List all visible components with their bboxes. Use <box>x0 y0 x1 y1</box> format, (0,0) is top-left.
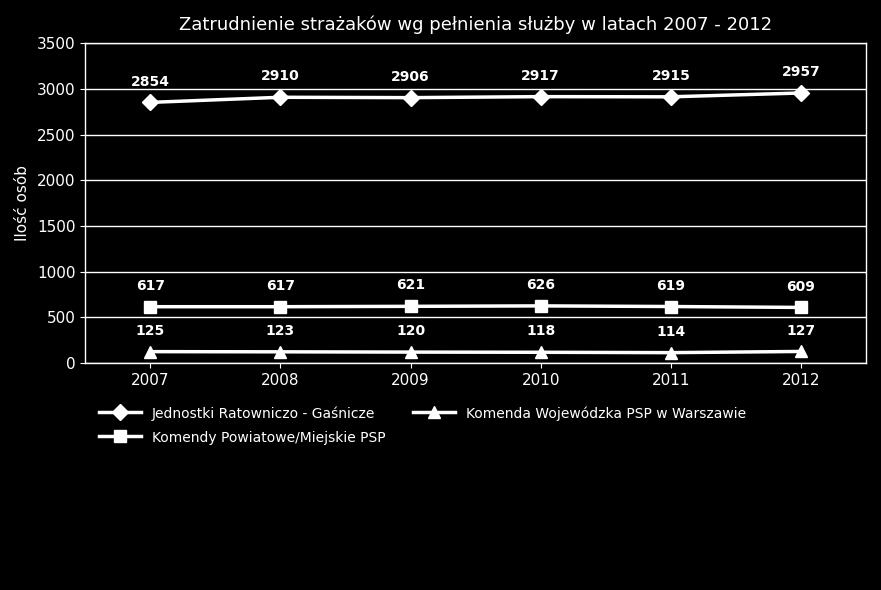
Text: 125: 125 <box>136 324 165 337</box>
Text: 127: 127 <box>787 323 816 337</box>
Text: 123: 123 <box>266 324 295 338</box>
Text: 617: 617 <box>266 279 295 293</box>
Y-axis label: Ilość osób: Ilość osób <box>15 165 30 241</box>
Jednostki Ratowniczo - Gaśnicze <box>665 93 676 100</box>
Komenda Wojewódzka PSP w Warszawie <box>665 349 676 356</box>
Komenda Wojewódzka PSP w Warszawie <box>275 348 285 355</box>
Line: Jednostki Ratowniczo - Gaśnicze: Jednostki Ratowniczo - Gaśnicze <box>144 87 806 108</box>
Komendy Powiatowe/Miejskie PSP <box>536 302 546 309</box>
Text: 2854: 2854 <box>131 74 170 88</box>
Jednostki Ratowniczo - Gaśnicze <box>536 93 546 100</box>
Text: 609: 609 <box>787 280 816 294</box>
Text: 114: 114 <box>656 324 685 339</box>
Text: 2957: 2957 <box>781 65 820 79</box>
Text: 617: 617 <box>136 279 165 293</box>
Text: 120: 120 <box>396 324 426 338</box>
Text: 2915: 2915 <box>651 69 690 83</box>
Komendy Powiatowe/Miejskie PSP <box>796 304 806 311</box>
Title: Zatrudnienie strażaków wg pełnienia służby w latach 2007 - 2012: Zatrudnienie strażaków wg pełnienia służ… <box>179 15 773 34</box>
Text: 626: 626 <box>526 278 555 292</box>
Komendy Powiatowe/Miejskie PSP <box>145 303 156 310</box>
Komendy Powiatowe/Miejskie PSP <box>275 303 285 310</box>
Text: 2917: 2917 <box>522 69 560 83</box>
Text: 2906: 2906 <box>391 70 430 84</box>
Komendy Powiatowe/Miejskie PSP <box>405 303 416 310</box>
Komendy Powiatowe/Miejskie PSP <box>665 303 676 310</box>
Line: Komenda Wojewódzka PSP w Warszawie: Komenda Wojewódzka PSP w Warszawie <box>144 345 807 359</box>
Text: 621: 621 <box>396 278 426 293</box>
Text: 619: 619 <box>656 278 685 293</box>
Text: 2910: 2910 <box>261 70 300 83</box>
Line: Komendy Powiatowe/Miejskie PSP: Komendy Powiatowe/Miejskie PSP <box>144 300 806 313</box>
Jednostki Ratowniczo - Gaśnicze <box>145 99 156 106</box>
Komenda Wojewódzka PSP w Warszawie <box>536 349 546 356</box>
Komenda Wojewódzka PSP w Warszawie <box>145 348 156 355</box>
Text: 118: 118 <box>526 324 555 339</box>
Jednostki Ratowniczo - Gaśnicze <box>275 94 285 101</box>
Komenda Wojewódzka PSP w Warszawie <box>405 349 416 356</box>
Jednostki Ratowniczo - Gaśnicze <box>405 94 416 101</box>
Legend: Jednostki Ratowniczo - Gaśnicze, Komendy Powiatowe/Miejskie PSP, Komenda Wojewód: Jednostki Ratowniczo - Gaśnicze, Komendy… <box>93 399 753 452</box>
Jednostki Ratowniczo - Gaśnicze <box>796 90 806 97</box>
Komenda Wojewódzka PSP w Warszawie <box>796 348 806 355</box>
